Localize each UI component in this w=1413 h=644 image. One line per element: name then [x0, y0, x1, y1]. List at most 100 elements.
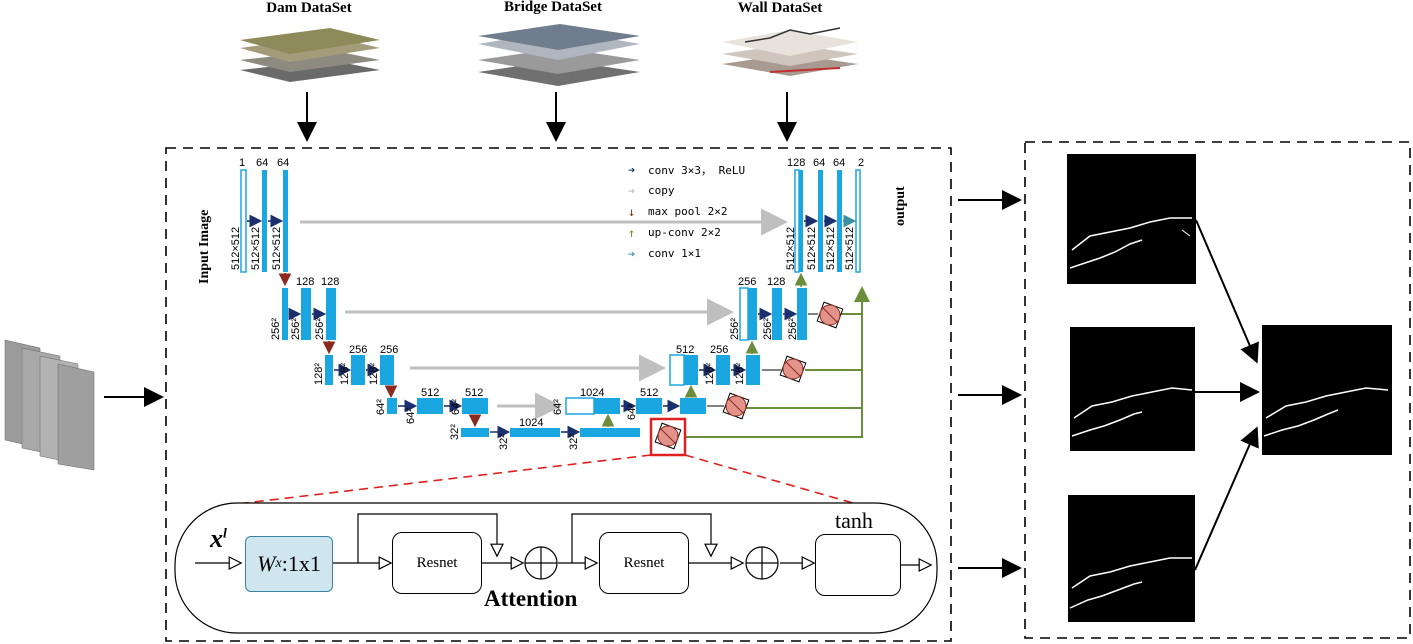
channel-label: 128	[321, 276, 340, 288]
copy-arrows	[300, 208, 788, 420]
channel-label: 256	[380, 344, 399, 356]
size-label: 128²	[368, 362, 380, 385]
channel-label: 512	[465, 387, 484, 399]
attention-input-superscript: l	[223, 526, 227, 542]
size-label: 512×512	[230, 226, 242, 270]
channel-label: 1024	[580, 387, 605, 399]
channel-label: 64	[256, 157, 269, 169]
input-image-label: Input Image	[197, 209, 212, 284]
size-label: 128²	[339, 362, 351, 385]
channel-label: 1	[239, 157, 246, 169]
size-label: 128²	[313, 362, 325, 385]
size-label: 256²	[314, 317, 326, 340]
size-label: 256²	[762, 317, 774, 340]
upconv-arrow-icon: ↑	[628, 225, 636, 240]
copy-arrow-icon: ➔	[628, 183, 636, 198]
size-label: 32²	[568, 434, 580, 450]
zoom-line-right	[684, 454, 861, 506]
resnet-block-2-label: Resnet	[623, 554, 665, 571]
legend-item-conv: conv 3×3， ReLU	[648, 163, 746, 177]
channel-label: 2	[858, 157, 865, 169]
size-label: 512×512	[806, 226, 818, 270]
attention-flow	[195, 513, 930, 565]
channel-label: 128	[787, 157, 806, 169]
fused-output-mask	[1262, 325, 1392, 455]
wx-kernel-size: :1x1	[281, 551, 321, 576]
channel-label: 1024	[519, 417, 544, 429]
zoom-line-left	[227, 454, 652, 506]
channel-label: 128	[296, 276, 315, 288]
attention-input-label: xl	[210, 524, 227, 554]
channel-label: 256	[710, 344, 729, 356]
dam-dataset-image	[240, 28, 380, 82]
size-label: 64²	[375, 399, 387, 415]
attention-title: Attention	[484, 586, 578, 611]
tanh-label: tanh	[835, 508, 873, 533]
legend-item-upconv: up-conv 2×2	[648, 226, 721, 239]
channel-label: 512	[421, 387, 440, 399]
size-label: 128²	[704, 362, 716, 385]
fusion-arrow-3	[1194, 426, 1259, 571]
wx-symbol: W	[257, 551, 276, 576]
wx-subscript: x	[275, 556, 282, 571]
size-label: 64²	[552, 399, 564, 415]
channel-label: 64	[813, 157, 826, 169]
legend-item-maxpool: max pool 2×2	[648, 205, 728, 218]
conv-arrow-icon: ➔	[628, 162, 636, 177]
channel-label: 256	[738, 276, 757, 288]
size-label: 256²	[729, 317, 741, 340]
side-output-paths	[684, 286, 870, 438]
bridge-dataset-image	[478, 24, 640, 86]
channel-label: 512	[676, 344, 695, 356]
fusion-arrow-1	[1195, 219, 1259, 364]
output-mask-3	[1068, 495, 1195, 622]
resnet-block-1-label: Resnet	[416, 554, 458, 571]
output-mask-2	[1070, 327, 1195, 451]
sum-node-1	[524, 546, 558, 580]
size-label: 256²	[787, 317, 799, 340]
channel-label: 64	[833, 157, 846, 169]
conv-arrows	[247, 214, 838, 439]
wall-dataset-image	[722, 27, 858, 76]
attention-nodes	[654, 301, 844, 450]
size-label: 512×512	[250, 226, 262, 270]
channel-label: 64	[277, 157, 290, 169]
bridge-dataset-title: Bridge DataSet	[504, 0, 602, 15]
size-label: 32²	[498, 434, 510, 450]
size-label: 512×512	[271, 226, 283, 270]
size-label: 256²	[270, 317, 282, 340]
legend-item-conv1x1: conv 1×1	[648, 247, 701, 260]
maxpool-arrow-icon: ↓	[628, 204, 636, 219]
attention-to-decoder-arrows	[707, 313, 818, 407]
tanh-block	[815, 534, 901, 596]
dam-dataset-title: Dam DataSet	[266, 0, 352, 16]
maxpool-arrows	[278, 273, 482, 428]
size-label: 64²	[450, 399, 462, 415]
legend-item-copy: copy	[648, 184, 675, 197]
size-label: 64²	[626, 404, 638, 420]
resnet-block-2: Resnet	[599, 532, 689, 594]
size-label: 512×512	[844, 226, 856, 270]
unet-blocks	[240, 169, 861, 437]
sum-node-2	[745, 546, 779, 580]
size-label: 512×512	[785, 226, 797, 270]
output-frame	[1024, 141, 1411, 639]
input-images-stack	[4, 339, 95, 471]
size-label: 128²	[734, 362, 746, 385]
legend: ➔ conv 3×3， ReLU ➔ copy ↓ max pool 2×2 ↑…	[628, 159, 808, 264]
attention-highlight-box	[649, 417, 687, 457]
conv1x1-arrow-icon: ➔	[628, 246, 636, 261]
network-frame	[165, 147, 952, 642]
output-label: output	[893, 186, 908, 226]
attention-input-symbol: x	[210, 524, 223, 553]
size-label: 256²	[290, 317, 302, 340]
upconv-arrows	[601, 272, 808, 427]
resnet-block-1: Resnet	[392, 532, 482, 594]
output-mask-1	[1067, 154, 1196, 284]
channel-label: 512	[640, 387, 659, 399]
channel-label: 128	[767, 276, 786, 288]
wall-dataset-title: Wall DataSet	[737, 0, 823, 16]
size-label: 512×512	[825, 226, 837, 270]
